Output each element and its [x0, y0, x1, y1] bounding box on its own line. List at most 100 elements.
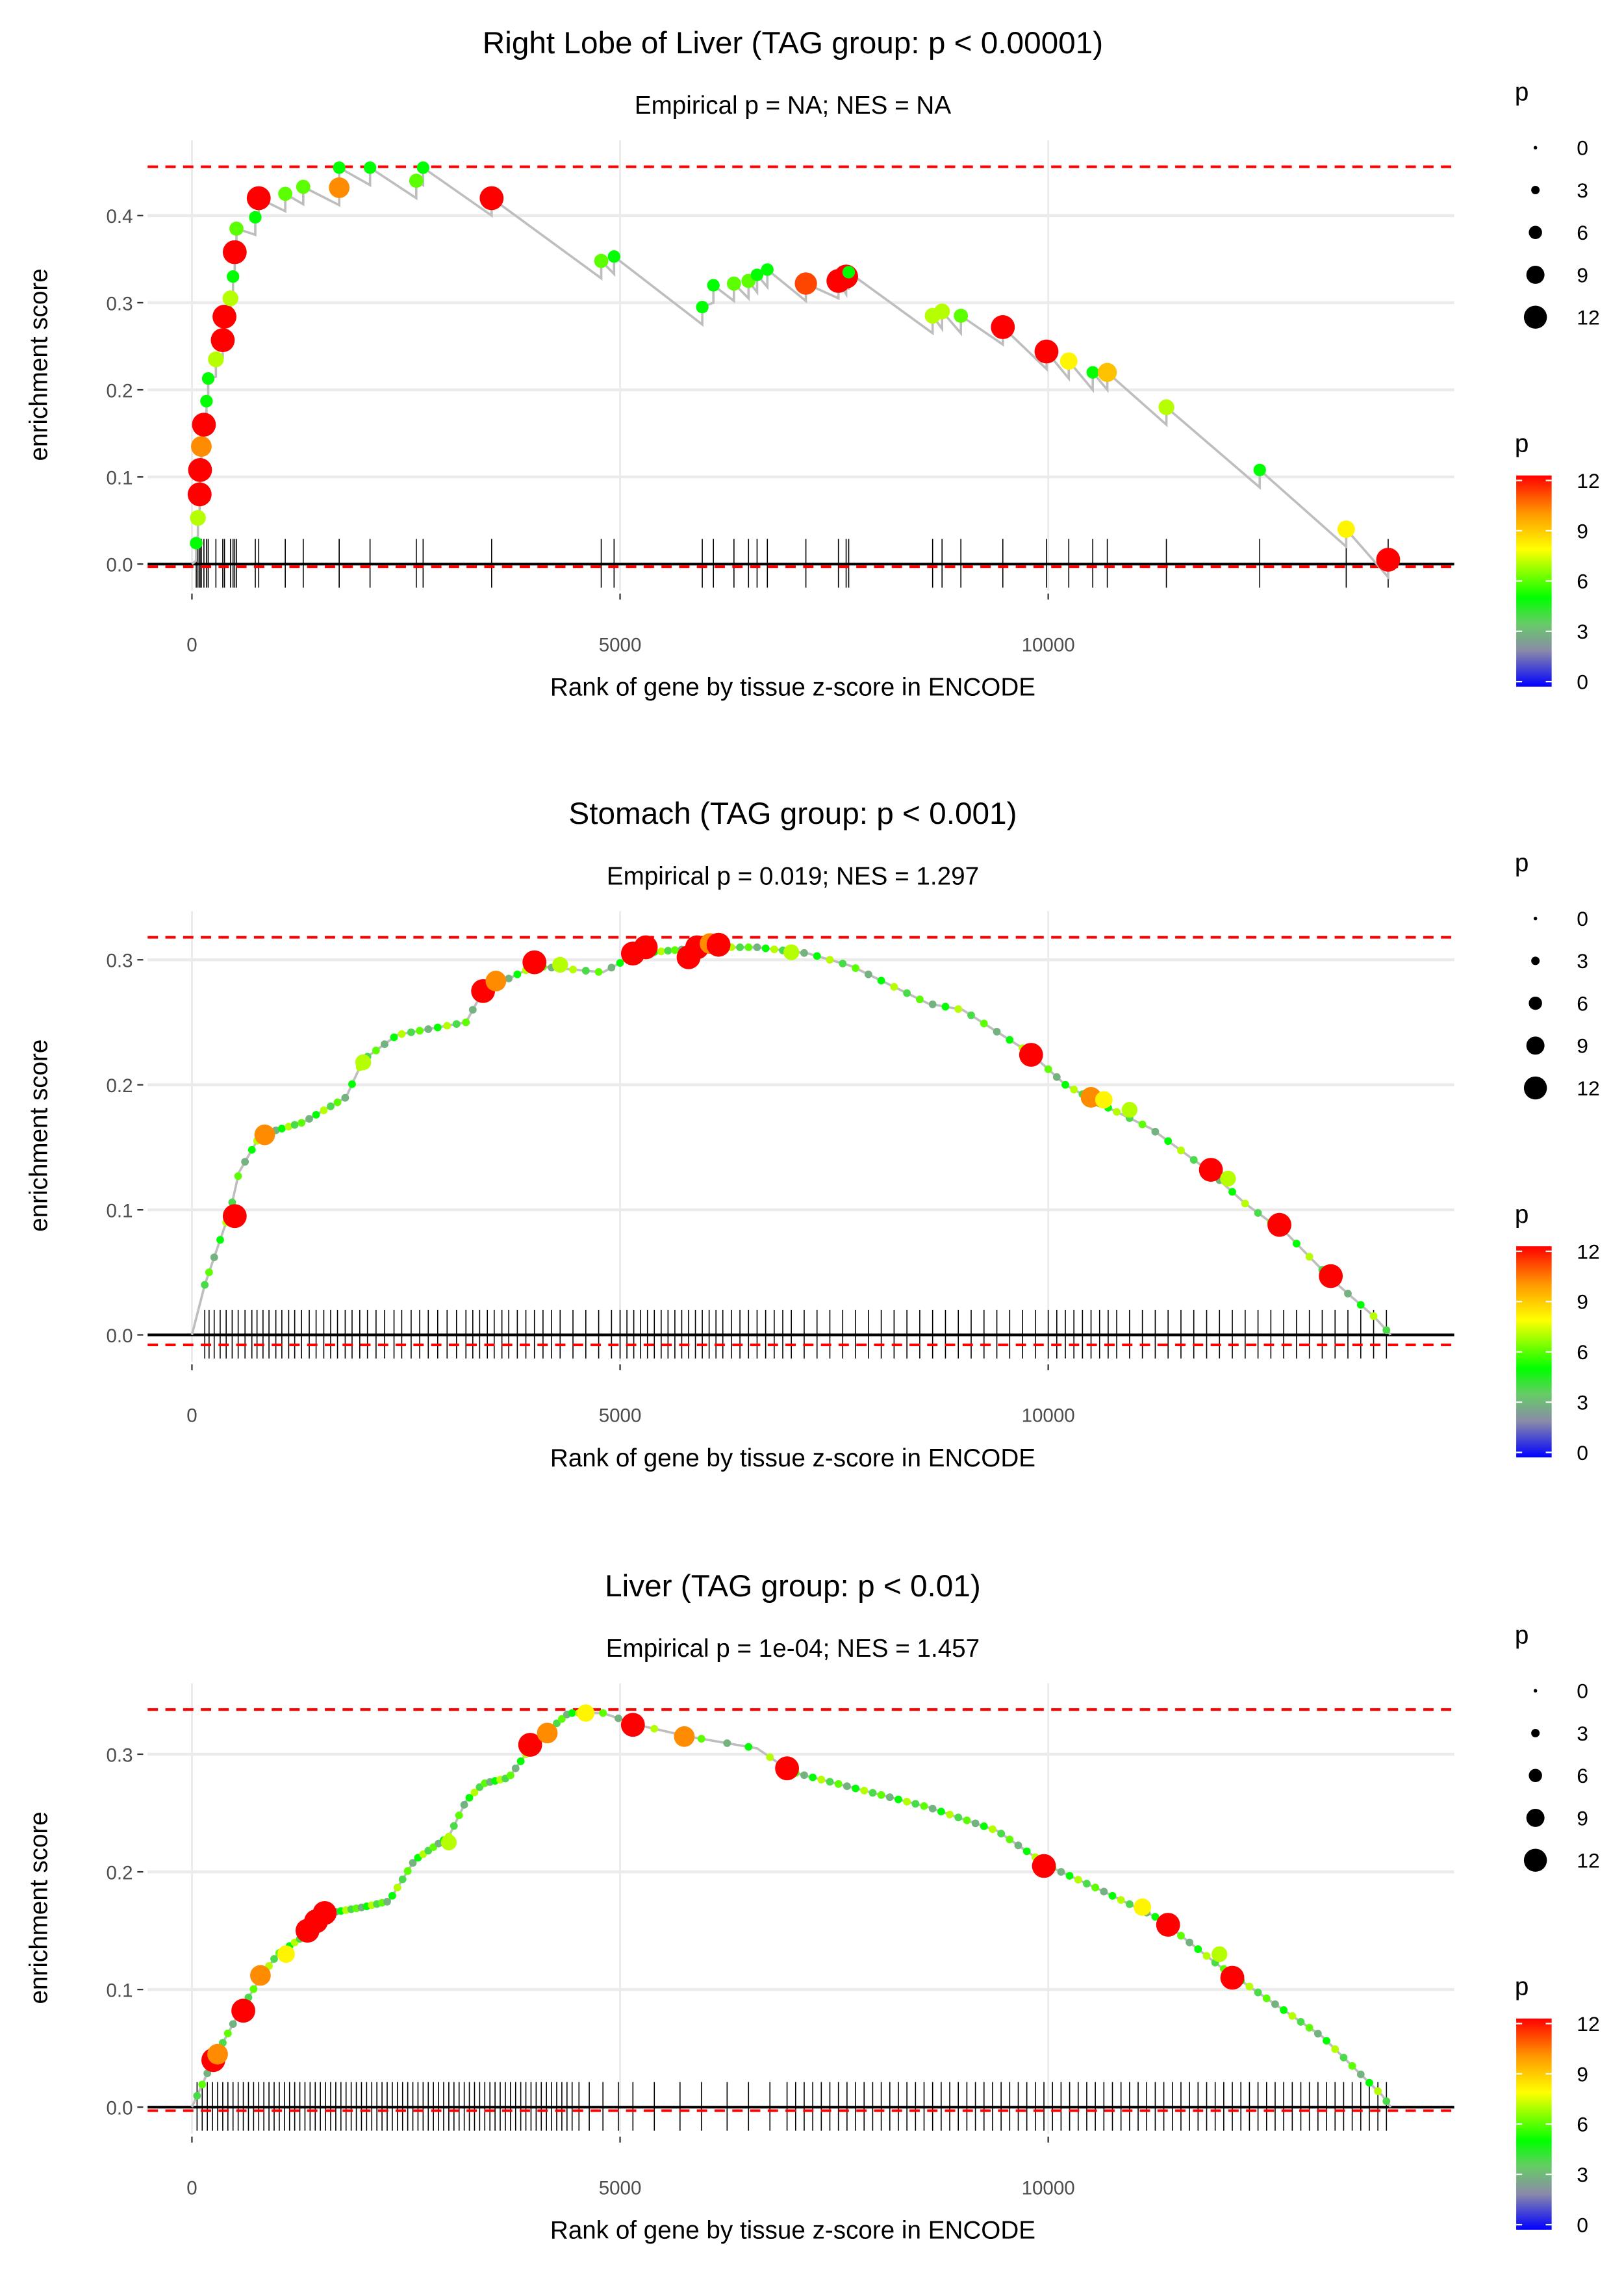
hit-point: [800, 1771, 808, 1780]
panel-title: Stomach (TAG group: p < 0.001): [568, 797, 1017, 831]
hit-point: [198, 2080, 207, 2089]
hit-point: [894, 1795, 902, 1804]
y-tick-label: 0.3: [106, 1744, 133, 1766]
hit-point: [516, 1757, 525, 1765]
hit-point: [877, 977, 885, 985]
x-tick-label: 10000: [1022, 1405, 1075, 1427]
hit-point: [320, 1106, 328, 1114]
gene-point: [934, 303, 950, 320]
hit-point: [1313, 2030, 1322, 2038]
gene-point: [1267, 1212, 1291, 1237]
gene-point: [707, 279, 720, 292]
size-legend-label: 12: [1577, 1849, 1599, 1872]
hit-point: [383, 1898, 391, 1906]
hit-point: [341, 1093, 349, 1102]
gene-point: [522, 950, 547, 975]
hit-point: [989, 1825, 996, 1833]
hit-point: [460, 1800, 468, 1809]
hit-point: [993, 1027, 1001, 1036]
hit-point: [1177, 1146, 1185, 1155]
hit-point: [1228, 1188, 1236, 1196]
hit-point: [1186, 1938, 1194, 1947]
hit-point: [1006, 1036, 1014, 1044]
hit-point: [911, 1800, 920, 1808]
x-tick-label: 5000: [599, 2177, 642, 2199]
size-legend-label: 12: [1577, 1077, 1599, 1100]
size-legend-dot: [1533, 916, 1538, 921]
hit-point: [452, 1020, 461, 1028]
hit-point: [424, 1025, 433, 1033]
hit-point: [616, 959, 624, 967]
hit-point: [465, 1794, 474, 1802]
y-tick-label: 0.1: [106, 467, 133, 489]
hit-point: [372, 1046, 380, 1054]
hit-point: [1113, 1108, 1121, 1116]
hit-point: [305, 1115, 313, 1123]
hit-point: [671, 946, 679, 954]
hit-point: [1374, 2087, 1382, 2095]
hit-point: [885, 1793, 894, 1802]
hit-point: [997, 1830, 1006, 1838]
gene-point: [210, 328, 235, 352]
gene-point: [278, 186, 293, 201]
hit-point: [697, 1735, 705, 1743]
y-tick-label: 0.0: [106, 2098, 133, 2119]
size-legend-label: 9: [1577, 1806, 1588, 1830]
color-legend-label: 12: [1577, 469, 1599, 492]
hit-point: [813, 952, 821, 960]
hit-point: [234, 1172, 242, 1181]
hit-point: [1014, 1841, 1022, 1850]
gene-point: [200, 394, 213, 408]
hit-point: [409, 1859, 417, 1867]
x-tick-label: 10000: [1022, 2177, 1075, 2199]
hit-point: [753, 943, 761, 951]
hit-point: [1241, 1199, 1249, 1208]
hit-point: [398, 1030, 406, 1038]
gene-point: [1095, 1091, 1113, 1109]
gene-point: [954, 309, 969, 323]
size-legend-label: 0: [1577, 1680, 1588, 1703]
color-legend-title: p: [1515, 1973, 1529, 2000]
hit-point: [1323, 2037, 1330, 2045]
size-legend-label: 3: [1577, 1722, 1588, 1745]
size-legend-dot: [1533, 146, 1538, 150]
color-legend-label: 3: [1577, 620, 1588, 643]
gene-point: [187, 482, 212, 507]
hit-point: [1254, 1988, 1262, 1997]
size-legend-title: p: [1515, 79, 1529, 107]
gene-point: [1156, 1913, 1180, 1937]
hit-point: [946, 1810, 954, 1819]
gene-point: [1034, 339, 1059, 364]
gene-point: [277, 1945, 295, 1963]
gene-point: [409, 173, 424, 188]
y-axis-label: enrichment score: [25, 268, 53, 461]
size-legend-label: 0: [1577, 136, 1588, 160]
gene-point: [250, 1965, 271, 1986]
hit-point: [450, 1822, 458, 1830]
hit-point: [1151, 1913, 1160, 1921]
hit-point: [1382, 2097, 1391, 2106]
hit-point: [826, 1778, 834, 1786]
hit-point: [937, 1808, 945, 1816]
hit-point: [1365, 2078, 1373, 2087]
gene-point: [761, 263, 774, 276]
color-legend-label: 6: [1577, 570, 1588, 593]
hit-point: [650, 1724, 659, 1733]
size-legend-dot: [1529, 996, 1542, 1010]
hit-point: [388, 1891, 396, 1900]
size-legend-dot: [1531, 956, 1540, 965]
size-legend-label: 9: [1577, 1034, 1588, 1058]
color-legend-label: 3: [1577, 1390, 1588, 1414]
hit-point: [1091, 1884, 1100, 1892]
hit-point: [312, 1110, 320, 1119]
gene-point: [246, 186, 271, 211]
gene-point: [783, 944, 800, 960]
hit-point: [877, 1791, 885, 1799]
color-legend-label: 9: [1577, 519, 1588, 543]
size-legend-title: p: [1515, 1622, 1529, 1650]
hit-point: [903, 1798, 911, 1806]
hit-point: [928, 1804, 937, 1813]
hit-point: [1293, 1240, 1300, 1247]
gene-point: [1097, 363, 1117, 382]
hit-point: [1245, 1982, 1254, 1991]
